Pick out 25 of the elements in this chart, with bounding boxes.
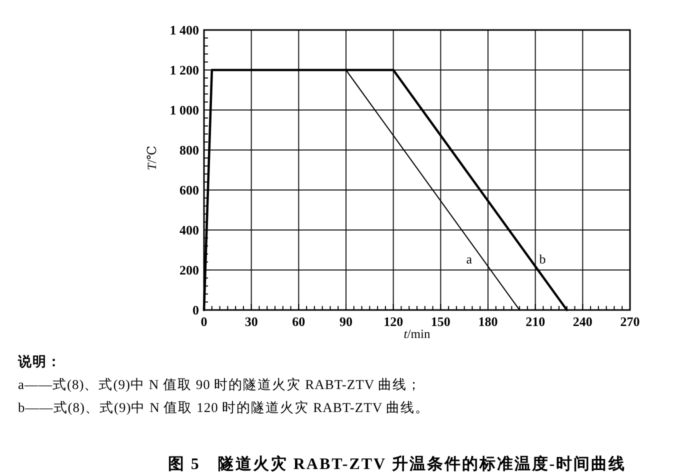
text: 说明： [17, 354, 62, 369]
x-tick-label: 180 [478, 314, 498, 329]
text: b——式(8)、式(9)中 N 值取 120 时的隧道火灾 RABT-ZTV 曲线。 [18, 400, 430, 415]
y-tick-label: 1 200 [170, 62, 199, 78]
x-tick-label: 60 [292, 314, 306, 329]
y-tick-label: 1 000 [170, 102, 199, 118]
text: a——式(8)、式(9)中 N 值取 90 时的隧道火灾 RABT-ZTV 曲线； [18, 377, 422, 392]
x-tick-label: 90 [340, 314, 352, 329]
y-tick-label: 400 [180, 222, 199, 238]
x-tick-label: 210 [526, 314, 546, 329]
series-label: b [539, 252, 546, 267]
y-axis-title: T/℃ [145, 146, 159, 170]
x-tick-label: 240 [572, 314, 592, 329]
series-label: a [466, 252, 472, 267]
y-tick-label: 600 [180, 182, 199, 198]
x-tick-label: 30 [244, 314, 258, 329]
x-tick-label: 150 [430, 314, 450, 329]
x-tick-label: 270 [620, 314, 640, 329]
x-axis-title: t/min [404, 327, 431, 341]
y-tick-label: 1 400 [170, 22, 199, 38]
y-tick-label: 200 [180, 262, 199, 278]
y-tick-label: 800 [180, 142, 199, 158]
text: 图 5 隧道火灾 RABT-ZTV 升温条件的标准温度-时间曲线 [168, 454, 626, 473]
x-tick-label: 120 [384, 314, 404, 329]
y-tick-label: 0 [192, 302, 199, 318]
